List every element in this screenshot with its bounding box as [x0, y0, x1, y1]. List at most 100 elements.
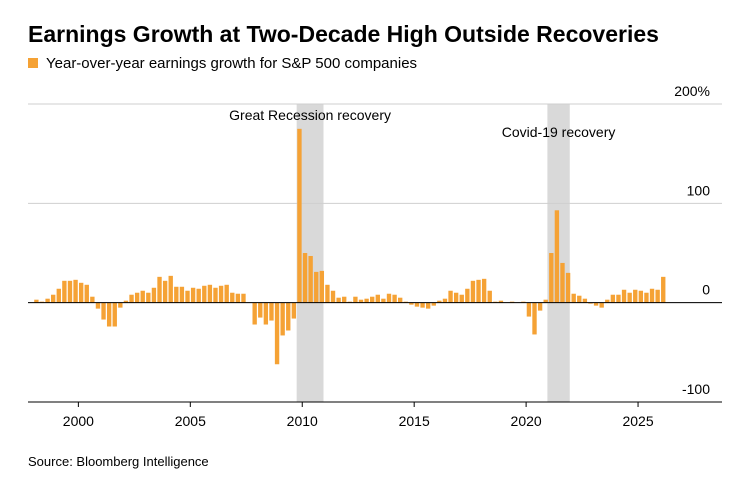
- bar: [342, 296, 347, 303]
- source: Source: Bloomberg Intelligence: [28, 454, 209, 469]
- bar: [565, 272, 571, 303]
- bar: [45, 298, 50, 303]
- bar: [414, 302, 420, 307]
- bar: [218, 285, 224, 303]
- bar: [224, 284, 229, 303]
- y-tick-label: 0: [702, 282, 710, 298]
- bar: [661, 276, 666, 303]
- y-tick-label: 100: [687, 182, 711, 198]
- bar: [134, 292, 140, 303]
- annotation: Great Recession recovery: [229, 107, 391, 123]
- bar: [353, 296, 358, 303]
- bar: [465, 288, 470, 303]
- bar: [431, 302, 436, 306]
- bar: [498, 300, 504, 303]
- bar: [549, 253, 554, 303]
- bar: [213, 287, 218, 303]
- bar: [123, 300, 129, 303]
- bar: [627, 292, 632, 303]
- bar: [330, 290, 336, 303]
- bar: [297, 128, 302, 303]
- bar: [140, 290, 145, 303]
- bar: [543, 299, 548, 303]
- bar: [442, 298, 448, 303]
- bar: [560, 262, 565, 303]
- bar: [610, 294, 616, 303]
- x-tick-label: 2000: [63, 413, 94, 429]
- bar: [655, 289, 660, 303]
- bar: [437, 300, 442, 303]
- bar: [106, 302, 112, 327]
- bar: [162, 280, 168, 303]
- x-tick-label: 2020: [511, 413, 542, 429]
- bar: [73, 279, 78, 303]
- bar: [532, 302, 537, 335]
- chart-title: Earnings Growth at Two-Decade High Outsi…: [28, 21, 659, 47]
- legend-label: Year-over-year earnings growth for S&P 5…: [46, 55, 417, 72]
- annotation: Covid-19 recovery: [502, 124, 616, 140]
- bar: [420, 302, 425, 308]
- bar: [644, 292, 649, 303]
- x-tick-label: 2005: [175, 413, 206, 429]
- bar: [638, 290, 644, 303]
- bar: [174, 286, 179, 303]
- bar: [302, 253, 308, 303]
- bar: [56, 288, 61, 303]
- x-tick-label: 2010: [287, 413, 318, 429]
- bar: [319, 270, 325, 303]
- bar: [375, 294, 380, 303]
- bar: [196, 288, 201, 303]
- bar: [476, 279, 481, 303]
- bar: [235, 293, 241, 303]
- bar: [314, 271, 319, 303]
- bar: [571, 293, 576, 303]
- bar: [51, 294, 56, 303]
- bar: [308, 255, 313, 303]
- x-tick-label: 2025: [622, 413, 653, 429]
- bar: [185, 290, 190, 303]
- bar: [190, 287, 196, 303]
- bar: [62, 280, 67, 303]
- bar: [386, 293, 392, 303]
- bar: [605, 299, 610, 303]
- bar: [179, 286, 185, 303]
- bar: [202, 285, 207, 303]
- bar: [84, 284, 89, 303]
- bar: [633, 289, 638, 303]
- bar: [207, 284, 213, 303]
- bar: [364, 298, 369, 303]
- bar: [263, 302, 269, 325]
- bar: [286, 302, 291, 331]
- bar: [101, 302, 106, 320]
- bar: [146, 292, 151, 303]
- bar: [358, 299, 364, 303]
- legend-swatch: [28, 58, 38, 68]
- y-tick-label: -100: [682, 381, 710, 397]
- bar: [252, 302, 257, 325]
- bar: [151, 287, 157, 303]
- bar: [649, 288, 655, 303]
- bar: [459, 294, 464, 303]
- bar: [34, 299, 39, 303]
- bar: [487, 290, 492, 303]
- bar: [582, 298, 588, 303]
- bar: [577, 295, 582, 303]
- bar: [241, 293, 246, 303]
- bar: [370, 296, 375, 303]
- bar: [398, 297, 403, 303]
- bar: [67, 280, 73, 303]
- bar: [526, 302, 532, 317]
- bar: [336, 297, 341, 303]
- bar: [90, 296, 95, 303]
- x-tick-label: 2015: [399, 413, 430, 429]
- bar: [409, 302, 414, 305]
- bar: [616, 294, 621, 303]
- bar: [325, 284, 330, 303]
- bar: [95, 302, 101, 309]
- bar: [258, 302, 263, 318]
- bar: [230, 292, 235, 303]
- bar: [392, 294, 397, 303]
- bar: [599, 302, 604, 308]
